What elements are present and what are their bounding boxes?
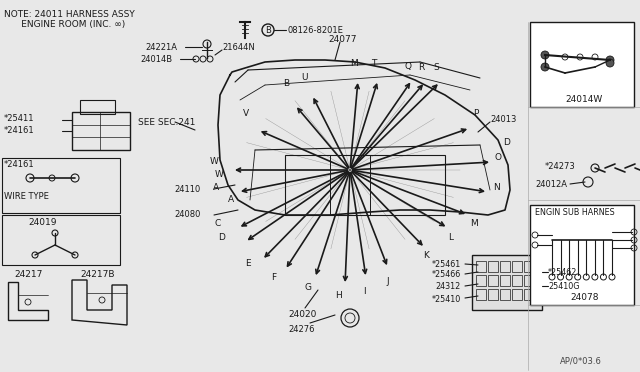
Text: 24014W: 24014W [565,95,602,104]
Text: T: T [371,60,377,68]
Text: A: A [213,183,219,192]
Bar [2,158,120,213]
Text: P: P [474,109,479,119]
Text: C: C [215,219,221,228]
Bar [512,289,522,300]
Bar [500,261,510,272]
Bar [72,112,130,150]
Bar [476,275,486,286]
Bar [512,261,522,272]
Text: B: B [265,26,271,35]
Text: D: D [219,234,225,243]
Text: 24020: 24020 [288,310,316,319]
Text: 21644N: 21644N [222,43,255,52]
Text: Q: Q [404,61,412,71]
Text: 25410G: 25410G [548,282,579,291]
Text: NOTE: 24011 HARNESS ASSY: NOTE: 24011 HARNESS ASSY [4,10,135,19]
Text: L: L [449,234,454,243]
Text: SEE SEC.241: SEE SEC.241 [138,118,195,127]
Text: W: W [209,157,218,166]
Text: I: I [363,286,365,295]
Text: J: J [387,276,389,285]
Text: *25466: *25466 [432,270,461,279]
Text: 24221A: 24221A [145,43,177,52]
Bar [530,22,634,107]
Text: *24161: *24161 [4,126,35,135]
Text: 24110: 24110 [174,185,200,194]
Text: 24217B: 24217B [80,270,115,279]
Text: 24012A: 24012A [535,180,567,189]
Text: 24013: 24013 [490,115,516,124]
Bar [80,100,115,114]
Text: 24080: 24080 [174,210,200,219]
Bar [488,275,498,286]
Text: O: O [495,154,502,163]
Text: 08126-8201E: 08126-8201E [287,26,343,35]
Text: A: A [228,195,234,204]
Text: ENGIN SUB HARNES: ENGIN SUB HARNES [535,208,615,217]
Bar [524,261,534,272]
Text: 24014B: 24014B [140,55,172,64]
Circle shape [541,63,549,71]
Text: 24078: 24078 [570,293,598,302]
Text: U: U [301,74,307,83]
Circle shape [606,59,614,67]
Text: 24276: 24276 [288,325,314,334]
Text: AP/0*03.6: AP/0*03.6 [560,356,602,365]
Text: 24019: 24019 [28,218,56,227]
Text: ENGINE ROOM (INC. ∞): ENGINE ROOM (INC. ∞) [4,20,125,29]
Bar [512,275,522,286]
Text: *24161: *24161 [4,160,35,169]
Text: 24217: 24217 [14,270,42,279]
Text: K: K [423,251,429,260]
Text: R: R [418,64,424,73]
Text: M: M [470,219,478,228]
Bar [500,275,510,286]
Text: H: H [335,292,341,301]
Bar [530,205,634,305]
Text: S: S [433,64,439,73]
Bar [476,261,486,272]
Text: *25410: *25410 [432,295,461,304]
Text: B: B [283,80,289,89]
Bar [2,215,120,265]
Bar [488,289,498,300]
Text: *25461: *25461 [432,260,461,269]
Circle shape [606,56,614,64]
Circle shape [541,51,549,59]
Text: 24077: 24077 [328,35,356,44]
Text: *24273: *24273 [545,162,576,171]
Bar [488,261,498,272]
Text: WIRE TYPE: WIRE TYPE [4,192,49,201]
Text: G: G [305,283,312,292]
Text: N: N [493,183,499,192]
Text: *25411: *25411 [4,114,35,123]
Bar [472,255,542,310]
Bar [476,289,486,300]
Bar [285,155,445,215]
Text: *25462: *25462 [548,268,577,277]
Bar [524,275,534,286]
Text: V: V [243,109,249,119]
Text: D: D [503,138,510,147]
Text: M: M [350,60,358,68]
Text: 24312: 24312 [435,282,460,291]
Text: E: E [245,260,251,269]
Bar [500,289,510,300]
Text: F: F [271,273,276,282]
Bar [524,289,534,300]
Text: W: W [215,170,224,179]
